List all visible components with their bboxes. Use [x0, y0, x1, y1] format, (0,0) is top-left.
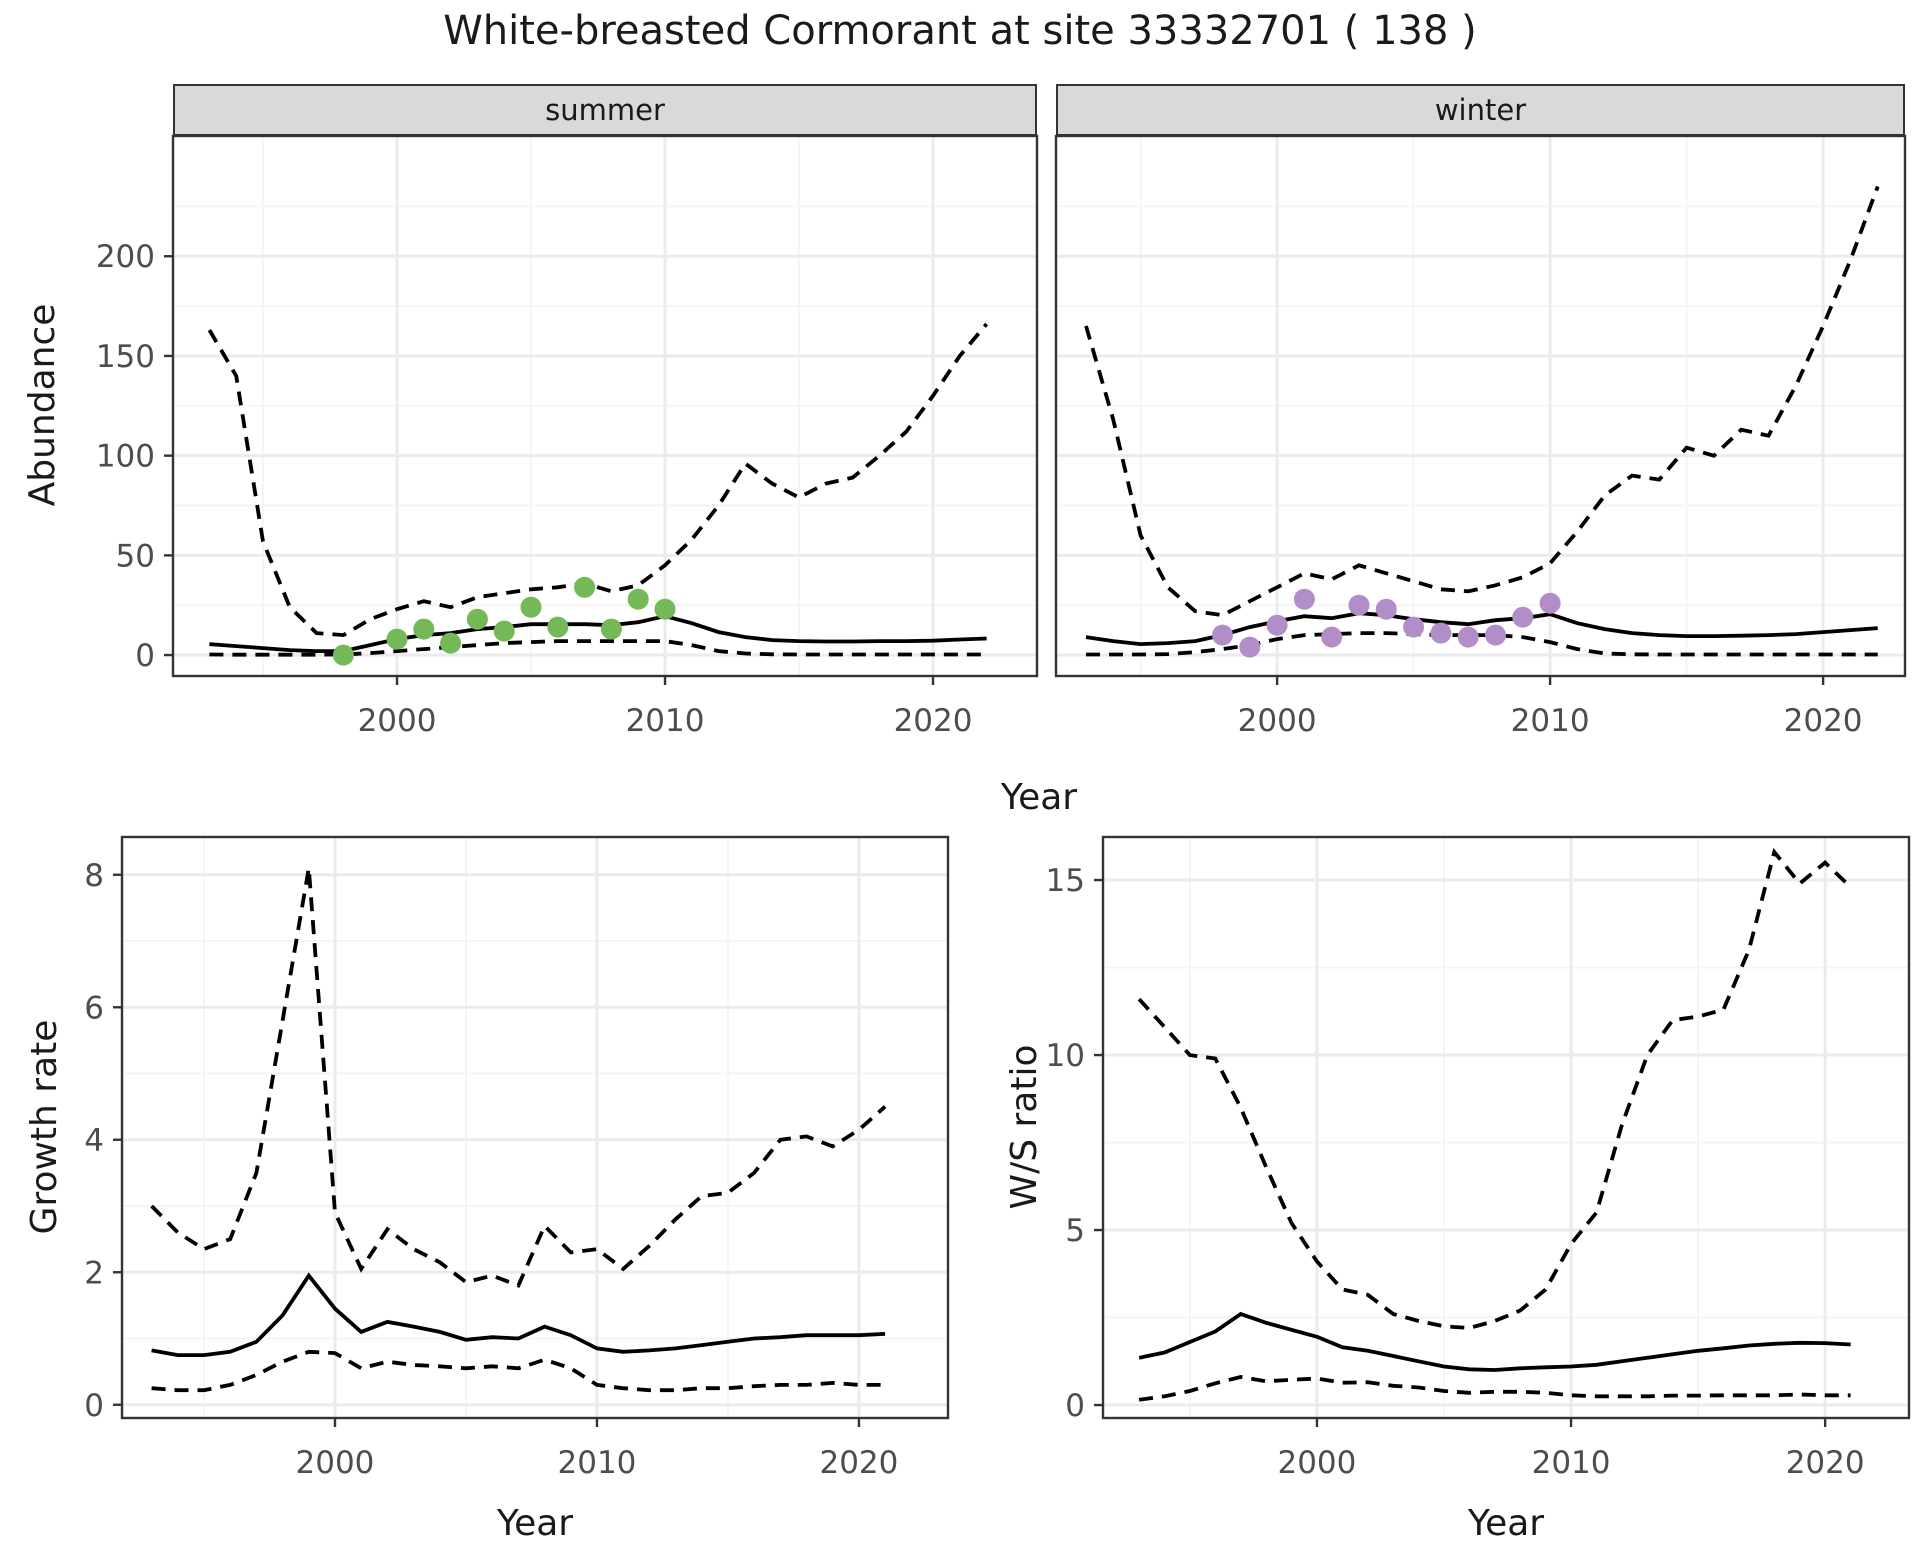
panel-border [1101, 835, 1911, 1420]
y-tick-label: 2 [84, 1255, 104, 1291]
data-point-abundance_winter [1403, 616, 1425, 638]
x-tick-label: 2010 [558, 1445, 637, 1481]
data-point-abundance_winter [1212, 624, 1233, 646]
ci-line-abundance_winter [1084, 185, 1880, 618]
y-tick-label: 50 [116, 538, 155, 574]
y-tick-label: 15 [1046, 863, 1085, 899]
data-point-abundance_winter [1348, 594, 1370, 616]
y-axis-title-abundance: Abundance [21, 303, 63, 507]
x-tick-label: 2020 [894, 703, 973, 739]
y-tick-label: 5 [1065, 1213, 1085, 1249]
y-tick-label: 10 [1046, 1038, 1085, 1074]
panel-border [171, 134, 1039, 678]
data-point-abundance_summer [413, 618, 435, 640]
ci-line-growth_rate [150, 867, 887, 1288]
data-point-abundance_summer [547, 616, 569, 638]
data-point-abundance_winter [1512, 606, 1534, 628]
x-tick-label: 2020 [819, 1445, 898, 1481]
facet-label-summer: summer [545, 93, 665, 127]
y-tick-label: 150 [96, 339, 155, 375]
panel-ws_ratio: 2000 2010 2020 0 5 10 15 [1046, 835, 1911, 1481]
data-point-abundance_winter [1430, 622, 1452, 644]
data-point-abundance_winter [1266, 614, 1288, 636]
x-tick-label: 2000 [358, 703, 437, 739]
x-tick-label: 2000 [1277, 1445, 1356, 1481]
ci-line-abundance_summer [207, 322, 989, 638]
y-axis-title-ws-ratio: W/S ratio [1003, 1044, 1045, 1210]
x-tick-label: 2000 [1238, 703, 1317, 739]
x-tick-label: 2020 [1784, 703, 1863, 739]
x-tick-label: 2000 [296, 1445, 375, 1481]
y-tick-label: 0 [1065, 1388, 1085, 1424]
median-line-growth_rate [151, 1272, 886, 1357]
chart-title: White-breasted Cormorant at site 3333270… [443, 8, 1477, 54]
x-tick-label: 2010 [626, 703, 705, 739]
y-tick-label: 100 [96, 439, 155, 475]
median-line-ws_ratio [1138, 1311, 1851, 1372]
data-point-abundance_summer [332, 644, 354, 666]
data-point-abundance_summer [654, 598, 676, 620]
data-point-abundance_winter [1321, 626, 1343, 648]
data-point-abundance_summer [466, 608, 488, 630]
x-tick-label: 2020 [1786, 1445, 1865, 1481]
y-tick-label: 8 [84, 858, 104, 894]
y-tick-label: 200 [96, 239, 155, 275]
ci-line-abundance_summer [209, 639, 987, 657]
data-point-abundance_winter [1539, 592, 1561, 614]
data-point-abundance_winter [1239, 636, 1261, 658]
y-tick-label: 0 [135, 638, 155, 674]
data-point-abundance_summer [493, 620, 515, 642]
x-axis-title-year-ws: Year [1467, 1502, 1545, 1544]
data-point-abundance_summer [440, 632, 462, 654]
ci-line-ws_ratio [1138, 1375, 1851, 1402]
ci-line-abundance_winter [1086, 631, 1878, 657]
data-point-abundance_summer [574, 576, 596, 598]
ci-line-growth_rate [151, 1349, 886, 1393]
facet-strip-winter: winter [1056, 84, 1905, 136]
data-point-abundance_summer [520, 596, 542, 618]
panel-border [1054, 134, 1907, 678]
x-tick-label: 2010 [1511, 703, 1590, 739]
facet-strip-summer: summer [173, 84, 1037, 136]
panel-growth_rate: 2000 2010 2020 0 2 4 6 8 [84, 835, 950, 1481]
data-point-abundance_summer [627, 588, 649, 610]
x-axis-title-year-top: Year [1000, 776, 1078, 818]
y-tick-label: 4 [84, 1123, 104, 1159]
panel-border [120, 835, 950, 1420]
data-point-abundance_winter [1293, 588, 1315, 610]
x-axis-title-year-growth: Year [496, 1502, 574, 1544]
panel-abundance_summer: 2000 2010 2020 0 50 100 150 200 [96, 134, 1039, 739]
panel-background [1103, 837, 1909, 1418]
data-point-abundance_summer [386, 628, 408, 650]
panel-background [122, 837, 948, 1418]
data-point-abundance_winter [1375, 598, 1397, 620]
x-tick-label: 2010 [1532, 1445, 1611, 1481]
data-point-abundance_summer [600, 618, 622, 640]
y-axis-title-growth-rate: Growth rate [23, 1019, 65, 1235]
facet-label-winter: winter [1434, 93, 1527, 127]
y-tick-label: 0 [84, 1388, 104, 1424]
data-point-abundance_winter [1457, 626, 1479, 648]
data-point-abundance_winter [1485, 624, 1506, 646]
panel-abundance_winter: 2000 2010 2020 [1054, 134, 1907, 739]
y-tick-label: 6 [84, 990, 104, 1026]
